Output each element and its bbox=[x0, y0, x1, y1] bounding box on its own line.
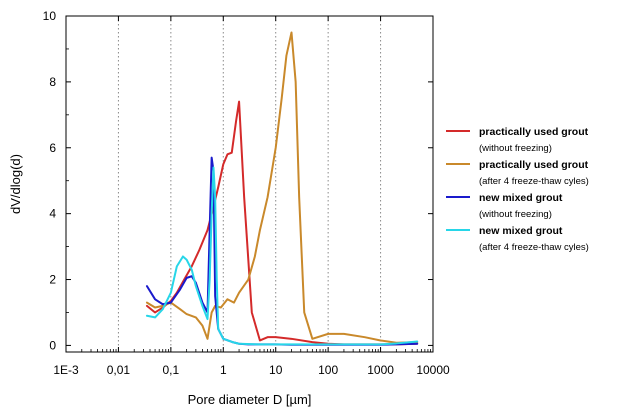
x-axis-title: Pore diameter D [µm] bbox=[188, 392, 312, 407]
legend: practically used grout (without freezing)… bbox=[446, 126, 589, 253]
series-line-2 bbox=[145, 31, 419, 344]
plot-frame bbox=[65, 15, 434, 353]
legend-label-4: new mixed grout bbox=[479, 225, 563, 237]
legend-note-1: (without freezing) bbox=[479, 143, 552, 154]
series-layer bbox=[145, 31, 419, 346]
y-tick-label: 10 bbox=[43, 9, 57, 23]
y-tick-label: 6 bbox=[49, 141, 56, 155]
y-tick-label: 4 bbox=[49, 207, 56, 221]
legend-label-1: practically used grout bbox=[479, 126, 589, 138]
x-tick-label: 1000 bbox=[367, 363, 394, 377]
series-line-3 bbox=[145, 156, 419, 346]
series-line-4 bbox=[145, 166, 419, 346]
y-tick-label: 8 bbox=[49, 75, 56, 89]
legend-note-2: (after 4 freeze-thaw cyles) bbox=[479, 176, 589, 187]
legend-note-4: (after 4 freeze-thaw cyles) bbox=[479, 242, 589, 253]
grid-layer bbox=[117, 16, 382, 352]
legend-note-3: (without freezing) bbox=[479, 209, 552, 220]
y-axis-title: dV/dlog(d) bbox=[8, 154, 23, 214]
y-tick-label: 0 bbox=[49, 338, 56, 352]
x-tick-label: 1E-3 bbox=[53, 363, 79, 377]
y-axis: 0 2 4 6 8 10 bbox=[43, 9, 433, 352]
x-tick-label: 1 bbox=[220, 363, 227, 377]
series-line-1 bbox=[145, 100, 419, 346]
x-tick-label: 0,01 bbox=[107, 363, 131, 377]
x-tick-label: 10 bbox=[269, 363, 283, 377]
legend-label-2: practically used grout bbox=[479, 159, 589, 171]
y-tick-label: 2 bbox=[49, 273, 56, 287]
x-axis: 1E-3 0,01 0,1 1 10 100 1000 10000 bbox=[53, 16, 450, 377]
legend-label-3: new mixed grout bbox=[479, 192, 563, 204]
x-tick-label: 100 bbox=[318, 363, 338, 377]
x-tick-label: 10000 bbox=[416, 363, 450, 377]
x-tick-label: 0,1 bbox=[163, 363, 180, 377]
